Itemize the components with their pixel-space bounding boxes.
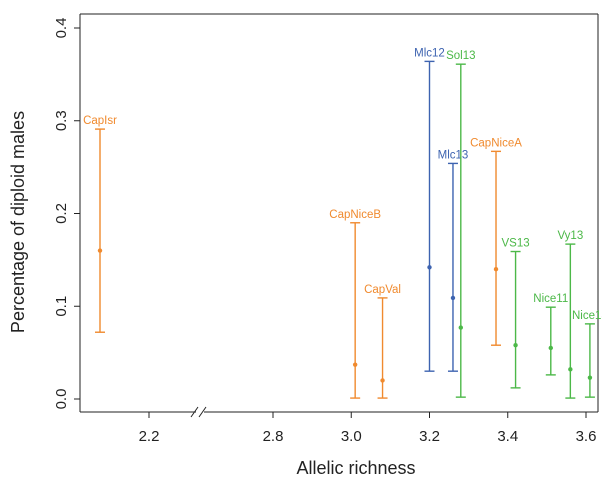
- data-point: [587, 375, 593, 380]
- data-point-group: Mlc13: [438, 149, 469, 372]
- axis-break-mark: [190, 406, 199, 418]
- data-point-label: CapNiceB: [329, 209, 381, 221]
- x-tick-label: 3.2: [419, 428, 440, 445]
- data-point-group: Nice11: [533, 293, 568, 376]
- data-point-group: Vy13: [557, 230, 583, 399]
- x-tick-label: 2.2: [139, 428, 160, 445]
- y-axis-title: Percentage of diploid males: [8, 111, 28, 333]
- data-point-group: CapNiceB: [329, 209, 381, 399]
- data-point-label: Mlc12: [414, 47, 445, 59]
- y-tick-label: 0.3: [53, 110, 70, 131]
- x-tick-label: 3.6: [576, 428, 597, 445]
- x-axis-ticks: 2.2 2.8 3.0 3.2 3.4 3.6: [139, 412, 597, 445]
- data-point-label: CapVal: [364, 284, 401, 296]
- data-point-label: Sol13: [446, 50, 475, 62]
- data-point-group: Sol13: [446, 50, 476, 398]
- data-point-group: CapNiceA: [470, 137, 522, 346]
- data-point: [548, 345, 553, 351]
- y-axis-ticks: 0.0 0.1 0.2 0.3 0.4: [53, 18, 80, 410]
- data-point: [458, 325, 463, 330]
- data-point: [450, 295, 456, 301]
- x-tick-label: 2.8: [263, 428, 284, 445]
- data-point: [493, 266, 499, 272]
- data-point-group: Mlc12: [414, 47, 445, 372]
- y-tick-label: 0.0: [53, 389, 70, 410]
- y-tick-label: 0.4: [53, 18, 70, 39]
- data-point-label: Mlc13: [438, 149, 469, 161]
- data-point-label: Nice13: [572, 310, 602, 322]
- data-point-group: CapIsr: [83, 115, 117, 333]
- data-point: [513, 343, 518, 348]
- axis-break-mark: [198, 406, 207, 418]
- data-point-group: CapVal: [364, 284, 401, 399]
- data-point: [568, 367, 573, 372]
- x-axis-title: Allelic richness: [296, 458, 415, 478]
- data-point-group: VS13: [502, 238, 530, 389]
- data-point-label: CapNiceA: [470, 137, 522, 149]
- data-point-label: CapIsr: [83, 115, 117, 127]
- data-point-group: Nice13: [572, 310, 602, 398]
- data-point: [427, 265, 432, 270]
- y-tick-label: 0.2: [53, 203, 70, 224]
- x-tick-label: 3.0: [341, 428, 362, 445]
- data-point: [97, 248, 103, 253]
- y-tick-label: 0.1: [53, 296, 70, 317]
- x-tick-label: 3.4: [497, 428, 518, 445]
- data-point-label: Vy13: [557, 230, 583, 242]
- data-marks: CapIsr CapNiceB CapVal Mlc12 Mlc13 Sol13 CapNi…: [83, 47, 602, 399]
- data-point: [380, 378, 385, 383]
- data-point-label: Nice11: [533, 293, 568, 305]
- data-point: [352, 362, 358, 367]
- data-point-label: VS13: [502, 238, 530, 250]
